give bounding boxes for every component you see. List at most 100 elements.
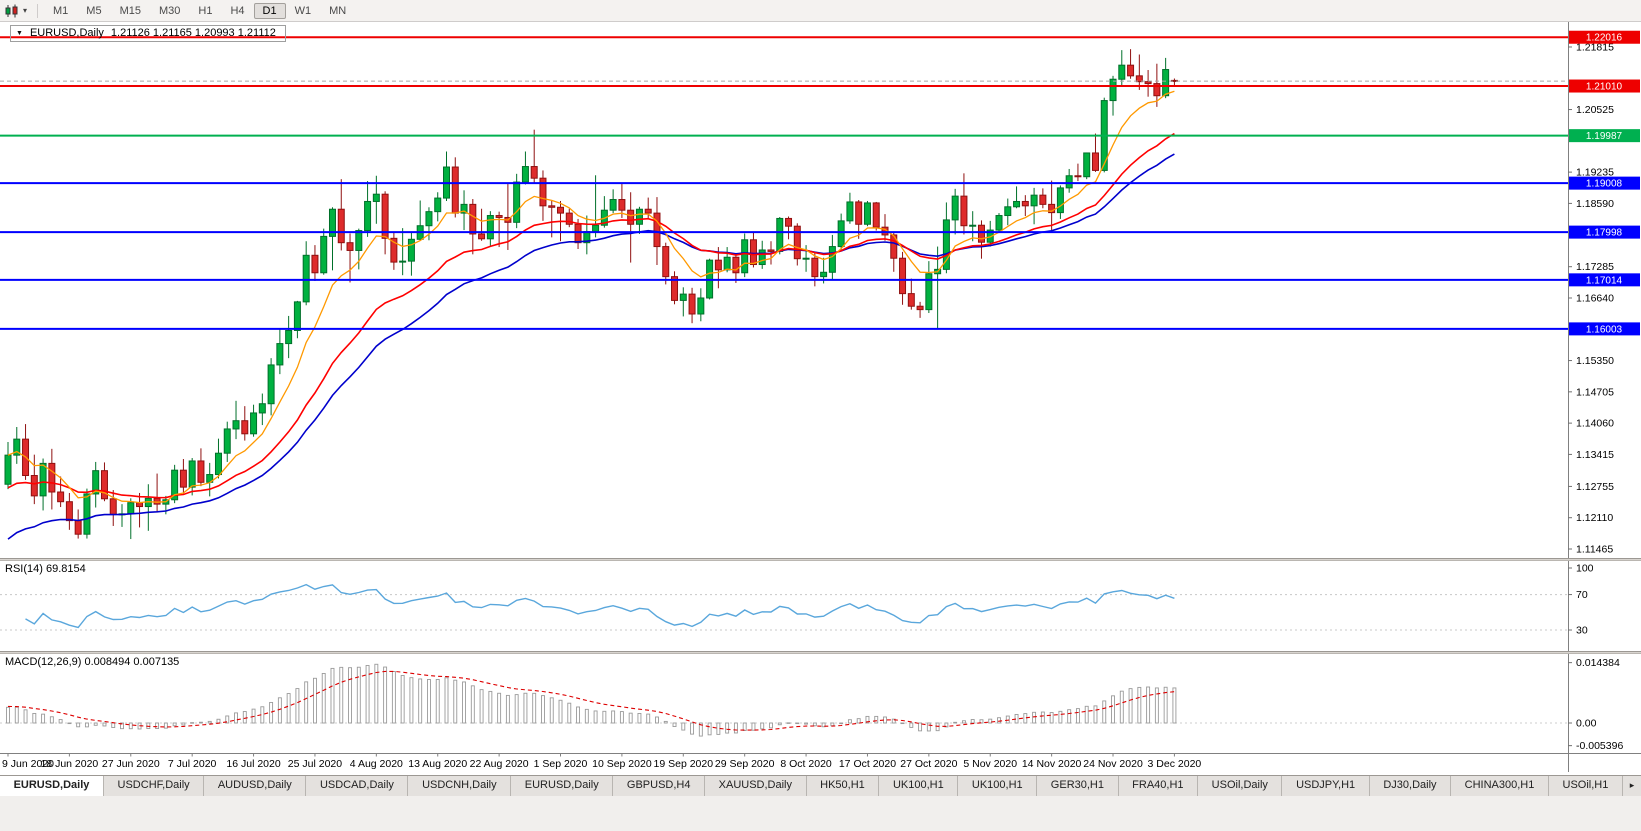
candle-body [855,201,863,225]
timeframe-button-h4[interactable]: H4 [230,4,245,17]
date-tick-label: 18 Jun 2020 [40,758,98,770]
chart-tab-usoil-h1[interactable]: USOil,H1 [1548,776,1623,796]
macd-bar [348,667,352,724]
macd-bar [786,722,791,724]
macd-bar [637,713,642,724]
horizontal-line[interactable]: 1.21010 [0,79,1640,93]
macd-bar [1040,711,1045,724]
horizontal-line[interactable]: 1.16003 [0,322,1640,336]
timeframe-button-m30[interactable]: M30 [158,4,181,17]
chart-tab-hk50-h1[interactable]: HK50,H1 [806,776,880,796]
chart-tab-gbpusd-h4[interactable]: GBPUSD,H4 [613,776,706,796]
candle-body [539,177,547,207]
macd-bar [383,666,388,724]
candle-body [1127,64,1135,77]
macd-bar [970,719,975,724]
macd-bar [6,706,10,724]
horizontal-line[interactable]: 1.19008 [0,176,1640,190]
chart-tab-xauusd-daily[interactable]: XAUUSD,Daily [705,776,807,796]
price-line-label-box [1569,225,1640,239]
candle-body [1109,78,1117,102]
macd-bar [172,722,177,727]
macd-bar [427,679,431,724]
macd-signal-line [7,670,1175,731]
macd-panel[interactable]: 0.014384 0.00 -0.005396 [0,654,1641,753]
chart-tab-usoil-daily[interactable]: USOil,Daily [1198,776,1283,796]
macd-bar [839,722,844,725]
timeframe-button-mn[interactable]: MN [329,4,347,17]
chart-type-caret-icon[interactable]: ▾ [23,6,28,15]
macd-bar [1102,700,1107,724]
candle-body [1065,175,1073,189]
chart-type-icon[interactable] [5,4,20,18]
macd-bar [812,722,817,727]
rsi-panel[interactable]: 100 70 30 [0,561,1641,651]
chart-tab-bar: EURUSD,Daily USDCHF,Daily AUDUSD,Daily USDC… [0,775,1641,796]
macd-bar [23,709,28,724]
chart-tab-eurusd-daily[interactable]: EURUSD,Daily [0,776,104,796]
timeframe-button-m5[interactable]: M5 [86,4,102,17]
timeframe-button-m15[interactable]: M15 [119,4,141,17]
chart-tab-uk100-h1[interactable]: UK100,H1 [879,776,959,796]
panel-separator[interactable] [0,651,1641,654]
macd-current-values: 0.008494 0.007135 [84,656,180,668]
horizontal-line[interactable]: 1.17014 [0,273,1640,287]
candle-body [92,470,100,495]
chart-tab-china300-h1[interactable]: CHINA300,H1 [1451,776,1549,796]
macd-bar [435,679,440,724]
candle-body [793,225,801,260]
macd-bar [155,722,160,729]
date-tick-label: 8 Oct 2020 [780,758,832,770]
chart-tab-ger30-h1[interactable]: GER30,H1 [1037,776,1119,796]
macd-bar [391,671,396,724]
horizontal-line[interactable]: 1.19987 [0,129,1640,143]
macd-bar [856,718,861,724]
macd-bar [58,719,63,724]
chart-tab-audusd-daily[interactable]: AUDUSD,Daily [204,776,307,796]
chart-tab-usdchf-daily[interactable]: USDCHF,Daily [103,776,205,796]
toolbar-separator [37,3,39,18]
macd-bar [733,722,738,734]
macd-bar [567,702,572,724]
macd-bar [1128,688,1133,724]
macd-bar [102,722,107,727]
chart-tab-usdcad-daily[interactable]: USDCAD,Daily [306,776,409,796]
panel-separator[interactable] [0,558,1641,561]
candle-body [521,166,529,183]
macd-bar [356,666,361,724]
candle-body [837,220,845,248]
candle-body [285,329,293,345]
macd-bar [286,693,291,724]
timeframe-button-d1[interactable]: D1 [253,2,286,19]
candle-body [820,271,828,278]
date-tick-label: 10 Sep 2020 [592,758,652,770]
symbol-dropdown-caret-icon[interactable]: ▼ [16,29,23,37]
status-area [0,796,1641,831]
candle-body [425,211,433,227]
horizontal-line[interactable]: 1.22016 [0,30,1640,44]
timeframe-button-m1[interactable]: M1 [53,4,69,17]
main-chart-panel[interactable]: 1.21815 1.20525 1.19235 1.18590 1.17285 1.166… [0,22,1641,558]
macd-bar [198,721,203,724]
horizontal-line[interactable]: 1.17998 [0,225,1640,239]
candle-body [802,257,810,260]
macd-bar [242,711,247,724]
timeframe-button-w1[interactable]: W1 [294,4,312,17]
chart-tab-uk100-h1[interactable]: UK100,H1 [958,776,1038,796]
chart-tab-usdcnh-daily[interactable]: USDCNH,Daily [408,776,512,796]
tab-scroll-right-icon[interactable]: ▸ [1622,776,1641,796]
timeframe-button-h1[interactable]: H1 [198,4,213,17]
macd-bar [181,722,186,726]
chart-tab-eurusd-daily[interactable]: EURUSD,Daily [511,776,614,796]
chart-tab-usdjpy-h1[interactable]: USDJPY,H1 [1282,776,1370,796]
candle-body [399,260,407,263]
chart-tab-fra40-h1[interactable]: FRA40,H1 [1118,776,1199,796]
candle-body [100,470,108,500]
macd-bar [681,722,686,731]
macd-bar [1163,686,1168,724]
macd-bar [909,722,914,728]
macd-bar [251,708,256,724]
chart-tab-dj30-daily[interactable]: DJ30,Daily [1369,776,1452,796]
macd-bar [190,722,195,724]
